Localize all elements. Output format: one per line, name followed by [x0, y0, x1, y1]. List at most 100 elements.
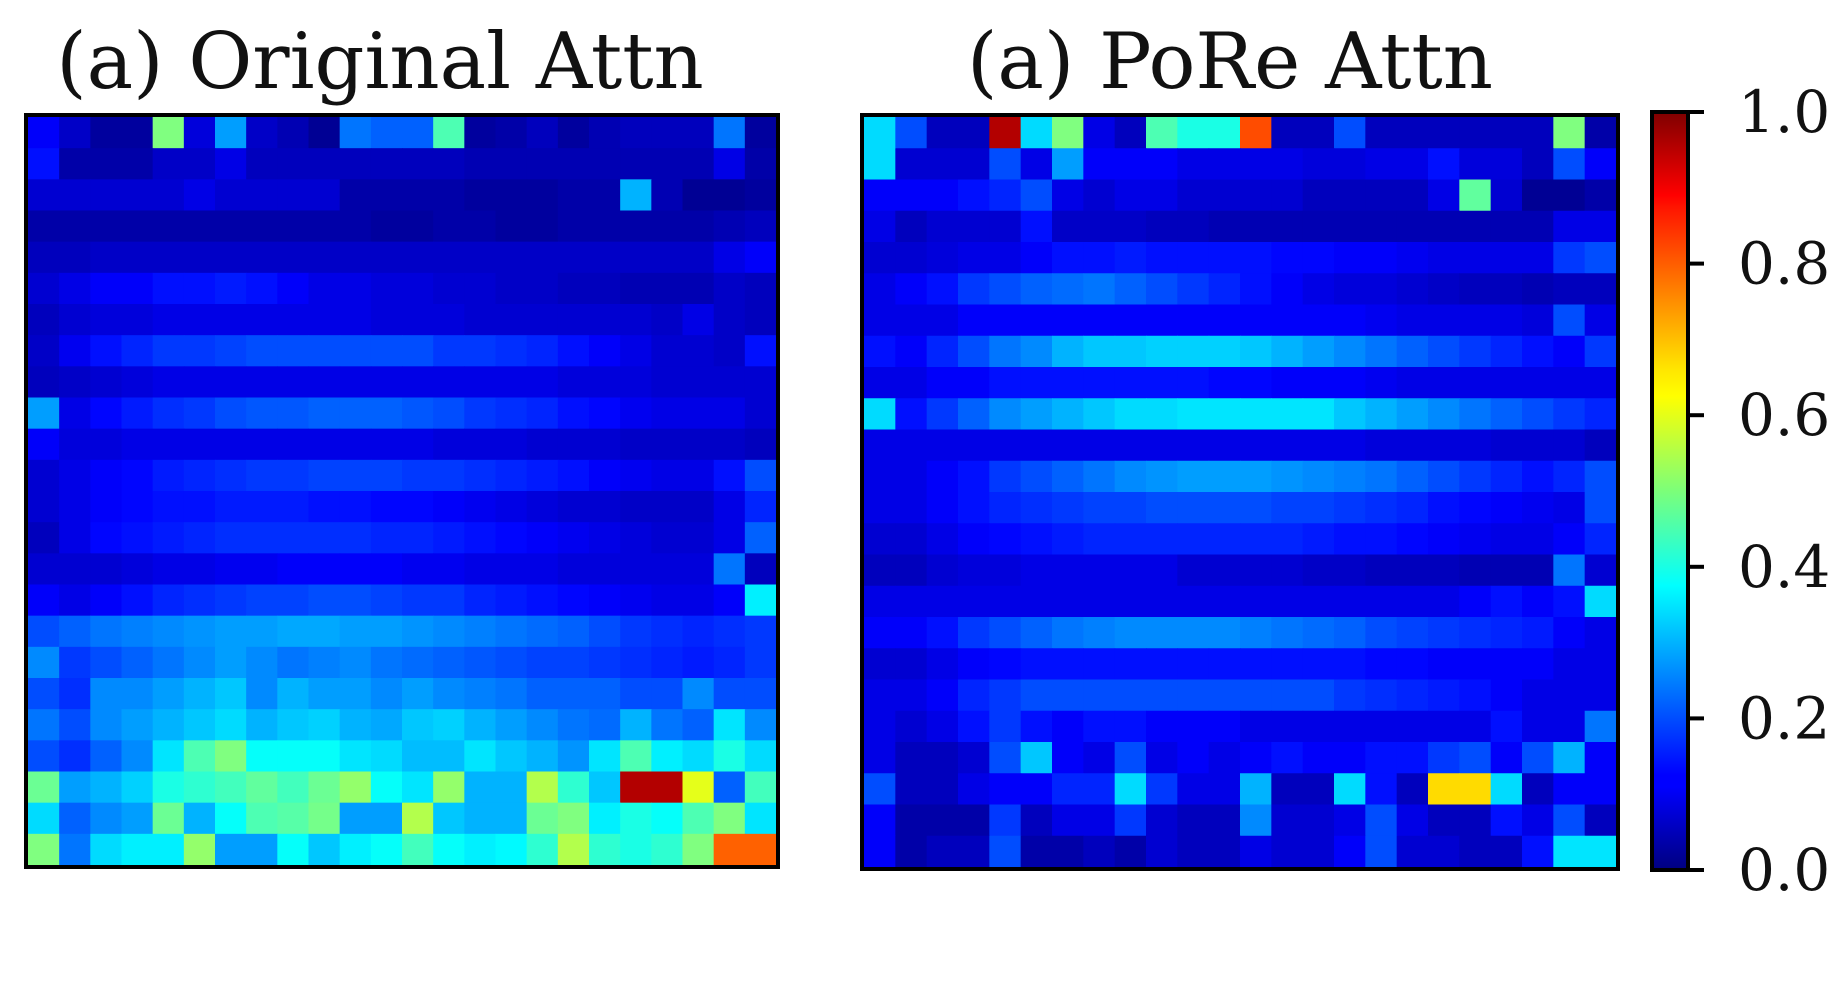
original-attn-cell-r14-c11 [370, 553, 403, 586]
original-attn-cell-r21-c0 [28, 771, 60, 804]
pore-attn-cell-r0-c9 [1146, 117, 1178, 149]
pore-attn-cell-r16-c17 [1396, 617, 1429, 649]
original-attn-cell-r13-c2 [90, 522, 123, 554]
original-attn-cell-r1-c18 [589, 148, 621, 180]
pore-attn-cell-r22-c15 [1334, 804, 1366, 837]
pore-attn-cell-r16-c12 [1240, 617, 1272, 649]
original-attn-cell-r0-c7 [246, 117, 278, 149]
pore-attn-cell-r7-c2 [926, 335, 959, 368]
pore-attn-cell-r5-c6 [1052, 273, 1084, 306]
pore-attn-cell-r3-c3 [958, 210, 990, 243]
original-attn-cell-r14-c15 [495, 553, 528, 586]
original-attn-cell-r8-c17 [557, 366, 590, 399]
pore-attn-cell-r3-c20 [1490, 210, 1523, 243]
pore-attn-cell-r9-c9 [1146, 398, 1178, 431]
original-attn-cell-r17-c3 [121, 646, 154, 679]
original-attn-cell-r5-c5 [183, 272, 216, 305]
pore-attn-cell-r18-c12 [1240, 679, 1272, 712]
pore-attn-cell-r1-c1 [895, 148, 928, 181]
pore-attn-cell-r3-c0 [864, 210, 896, 243]
pore-attn-cell-r15-c10 [1177, 585, 1210, 618]
original-attn-cell-r14-c16 [526, 553, 559, 586]
original-attn-cell-r14-c22 [713, 553, 746, 586]
original-attn-cell-r15-c19 [620, 584, 652, 617]
original-attn-cell-r4-c7 [246, 241, 278, 274]
original-attn-cell-r19-c17 [557, 709, 590, 741]
pore-attn-cell-r19-c0 [864, 710, 896, 743]
original-attn-cell-r0-c1 [59, 117, 91, 149]
pore-attn-cell-r4-c2 [926, 242, 959, 274]
original-attn-cell-r21-c10 [339, 771, 372, 804]
original-attn-cell-r23-c17 [557, 833, 590, 866]
original-attn-cell-r21-c11 [370, 771, 403, 804]
original-attn-cell-r13-c11 [370, 522, 403, 554]
pore-attn-cell-r17-c1 [895, 648, 928, 681]
pore-attn-cell-r22-c2 [926, 804, 959, 837]
pore-attn-cell-r7-c7 [1083, 335, 1116, 368]
pore-attn-cell-r4-c4 [989, 242, 1022, 274]
pore-attn-cell-r3-c21 [1522, 210, 1554, 243]
pore-attn-cell-r6-c11 [1208, 304, 1241, 337]
original-attn-cell-r19-c18 [589, 709, 621, 741]
original-attn-cell-r18-c9 [308, 678, 341, 710]
pore-attn-cell-r11-c23 [1584, 460, 1617, 493]
original-attn-cell-r1-c4 [152, 148, 185, 180]
original-attn-cell-r15-c5 [183, 584, 216, 617]
original-attn-cell-r2-c14 [464, 179, 497, 212]
pore-attn-cell-r10-c13 [1271, 429, 1304, 462]
pore-attn-cell-r7-c0 [864, 335, 896, 368]
left-panel-title: (a) Original Attn [56, 17, 704, 107]
pore-attn-cell-r22-c9 [1146, 804, 1178, 837]
pore-attn-cell-r17-c11 [1208, 648, 1241, 681]
pore-attn-cell-r11-c12 [1240, 460, 1272, 493]
pore-attn-cell-r16-c11 [1208, 617, 1241, 649]
pore-attn-cell-r20-c20 [1490, 742, 1523, 774]
original-attn-cell-r23-c15 [495, 833, 528, 866]
original-attn-cell-r5-c20 [651, 272, 684, 305]
original-attn-cell-r7-c15 [495, 335, 528, 367]
pore-attn-cell-r4-c12 [1240, 242, 1272, 274]
pore-attn-cell-r2-c1 [895, 179, 928, 212]
original-attn-cell-r12-c0 [28, 491, 60, 523]
pore-attn-cell-r15-c2 [926, 585, 959, 618]
original-attn-cell-r17-c13 [433, 646, 465, 679]
pore-attn-cell-r20-c1 [895, 742, 928, 774]
original-attn-cell-r8-c13 [433, 366, 465, 399]
pore-attn-cell-r9-c22 [1553, 398, 1586, 431]
original-attn-cell-r20-c21 [682, 740, 715, 773]
pore-attn-cell-r22-c19 [1459, 804, 1492, 837]
original-attn-cell-r9-c10 [339, 397, 372, 430]
pore-attn-cell-r21-c6 [1052, 773, 1084, 806]
pore-attn-cell-r23-c12 [1240, 835, 1272, 868]
original-attn-cell-r23-c8 [277, 833, 310, 866]
pore-attn-cell-r11-c3 [958, 460, 990, 493]
pore-attn-cell-r20-c14 [1302, 742, 1335, 774]
pore-attn-cell-r1-c23 [1584, 148, 1617, 181]
pore-attn-cell-r15-c17 [1396, 585, 1429, 618]
original-attn-cell-r22-c15 [495, 802, 528, 835]
pore-attn-cell-r1-c5 [1020, 148, 1053, 181]
original-attn-cell-r16-c11 [370, 615, 403, 648]
pore-attn-cell-r16-c22 [1553, 617, 1586, 649]
original-attn-cell-r10-c0 [28, 428, 60, 461]
original-attn-cell-r1-c22 [713, 148, 746, 180]
pore-attn-cell-r13-c6 [1052, 523, 1084, 556]
pore-attn-cell-r3-c6 [1052, 210, 1084, 243]
pore-attn-cell-r2-c9 [1146, 179, 1178, 212]
original-attn-cell-r4-c0 [28, 241, 60, 274]
original-attn-cell-r0-c4 [152, 117, 185, 149]
original-attn-cell-r5-c3 [121, 272, 154, 305]
pore-attn-cell-r21-c13 [1271, 773, 1304, 806]
pore-attn-cell-r23-c23 [1584, 835, 1617, 868]
pore-attn-cell-r4-c0 [864, 242, 896, 274]
original-attn-cell-r0-c20 [651, 117, 684, 149]
pore-attn-cell-r3-c13 [1271, 210, 1304, 243]
pore-attn-cell-r11-c0 [864, 460, 896, 493]
original-attn-cell-r9-c15 [495, 397, 528, 430]
original-attn-cell-r13-c4 [152, 522, 185, 554]
original-attn-cell-r21-c8 [277, 771, 310, 804]
pore-attn-cell-r6-c20 [1490, 304, 1523, 337]
original-attn-cell-r23-c2 [90, 833, 123, 866]
original-attn-cell-r3-c16 [526, 210, 559, 243]
original-attn-cell-r19-c12 [402, 709, 434, 741]
